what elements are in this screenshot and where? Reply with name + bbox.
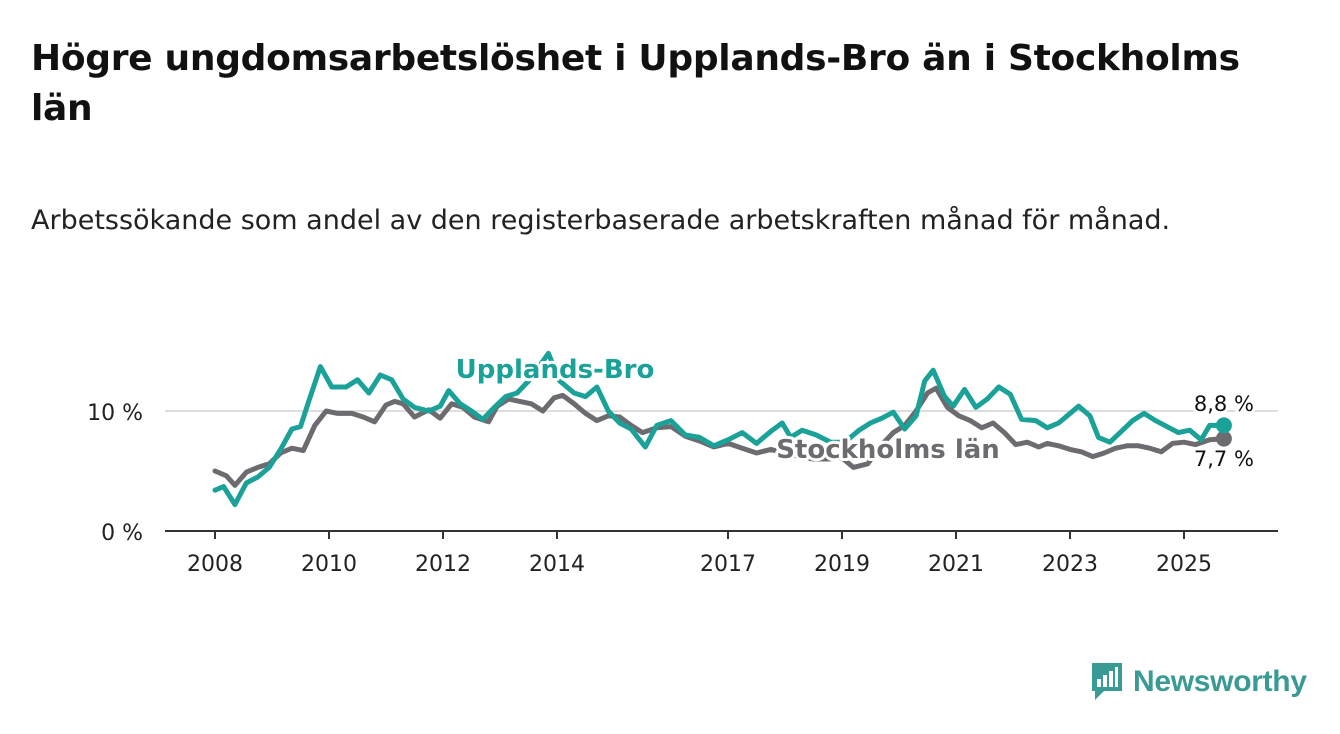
series-label-upplands-bro: Upplands-Bro	[456, 355, 655, 385]
series-end-dot-0	[1215, 417, 1232, 434]
x-tick-label-6: 2021	[928, 552, 984, 577]
x-tick-label-5: 2019	[814, 552, 870, 577]
x-tick-label-3: 2014	[529, 552, 585, 577]
series-line-0	[212, 350, 1227, 508]
end-value-stockholms-lan: 7,7 %	[1194, 447, 1254, 471]
x-tick-label-2: 2012	[415, 552, 471, 577]
x-tick-label-8: 2025	[1156, 552, 1212, 577]
end-value-upplands-bro: 8,8 %	[1194, 392, 1254, 416]
series-end-dot-1	[1215, 430, 1232, 447]
page-title: Högre ungdomsarbetslöshet i Upplands-Bro…	[31, 38, 1240, 129]
brand-name: Newsworthy	[1133, 665, 1307, 698]
newsworthy-icon	[1092, 663, 1122, 700]
y-tick-label-1: 10 %	[87, 401, 143, 426]
x-tick-label-1: 2010	[301, 552, 357, 577]
x-tick-label-0: 2008	[187, 552, 243, 577]
x-tick-label-4: 2017	[700, 552, 756, 577]
series-line-1	[212, 385, 1227, 488]
x-tick-label-7: 2023	[1042, 552, 1098, 577]
y-tick-label-0: 0 %	[101, 521, 143, 546]
newsworthy-logo: Newsworthy	[1089, 660, 1307, 704]
series-label-stockholms-lan: Stockholms län	[776, 435, 1000, 465]
page-subtitle: Arbetssökande som andel av den registerb…	[31, 205, 1171, 236]
